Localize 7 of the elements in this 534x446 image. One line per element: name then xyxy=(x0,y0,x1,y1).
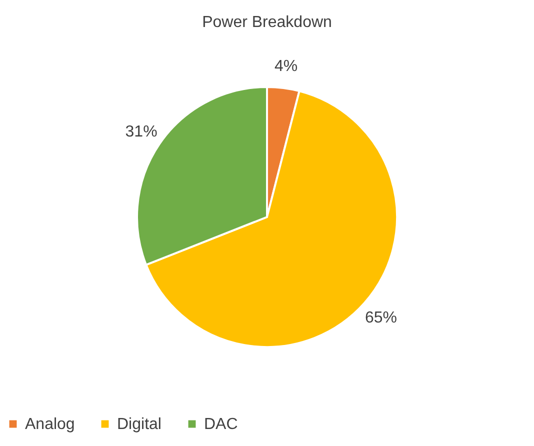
chart-title: Power Breakdown xyxy=(202,14,332,31)
data-label: 4% xyxy=(274,58,298,76)
legend-label: DAC xyxy=(204,416,238,433)
legend-label: Analog xyxy=(25,416,75,433)
legend-label: Digital xyxy=(117,416,162,433)
data-label: 31% xyxy=(125,124,158,141)
data-label: 65% xyxy=(365,310,398,327)
